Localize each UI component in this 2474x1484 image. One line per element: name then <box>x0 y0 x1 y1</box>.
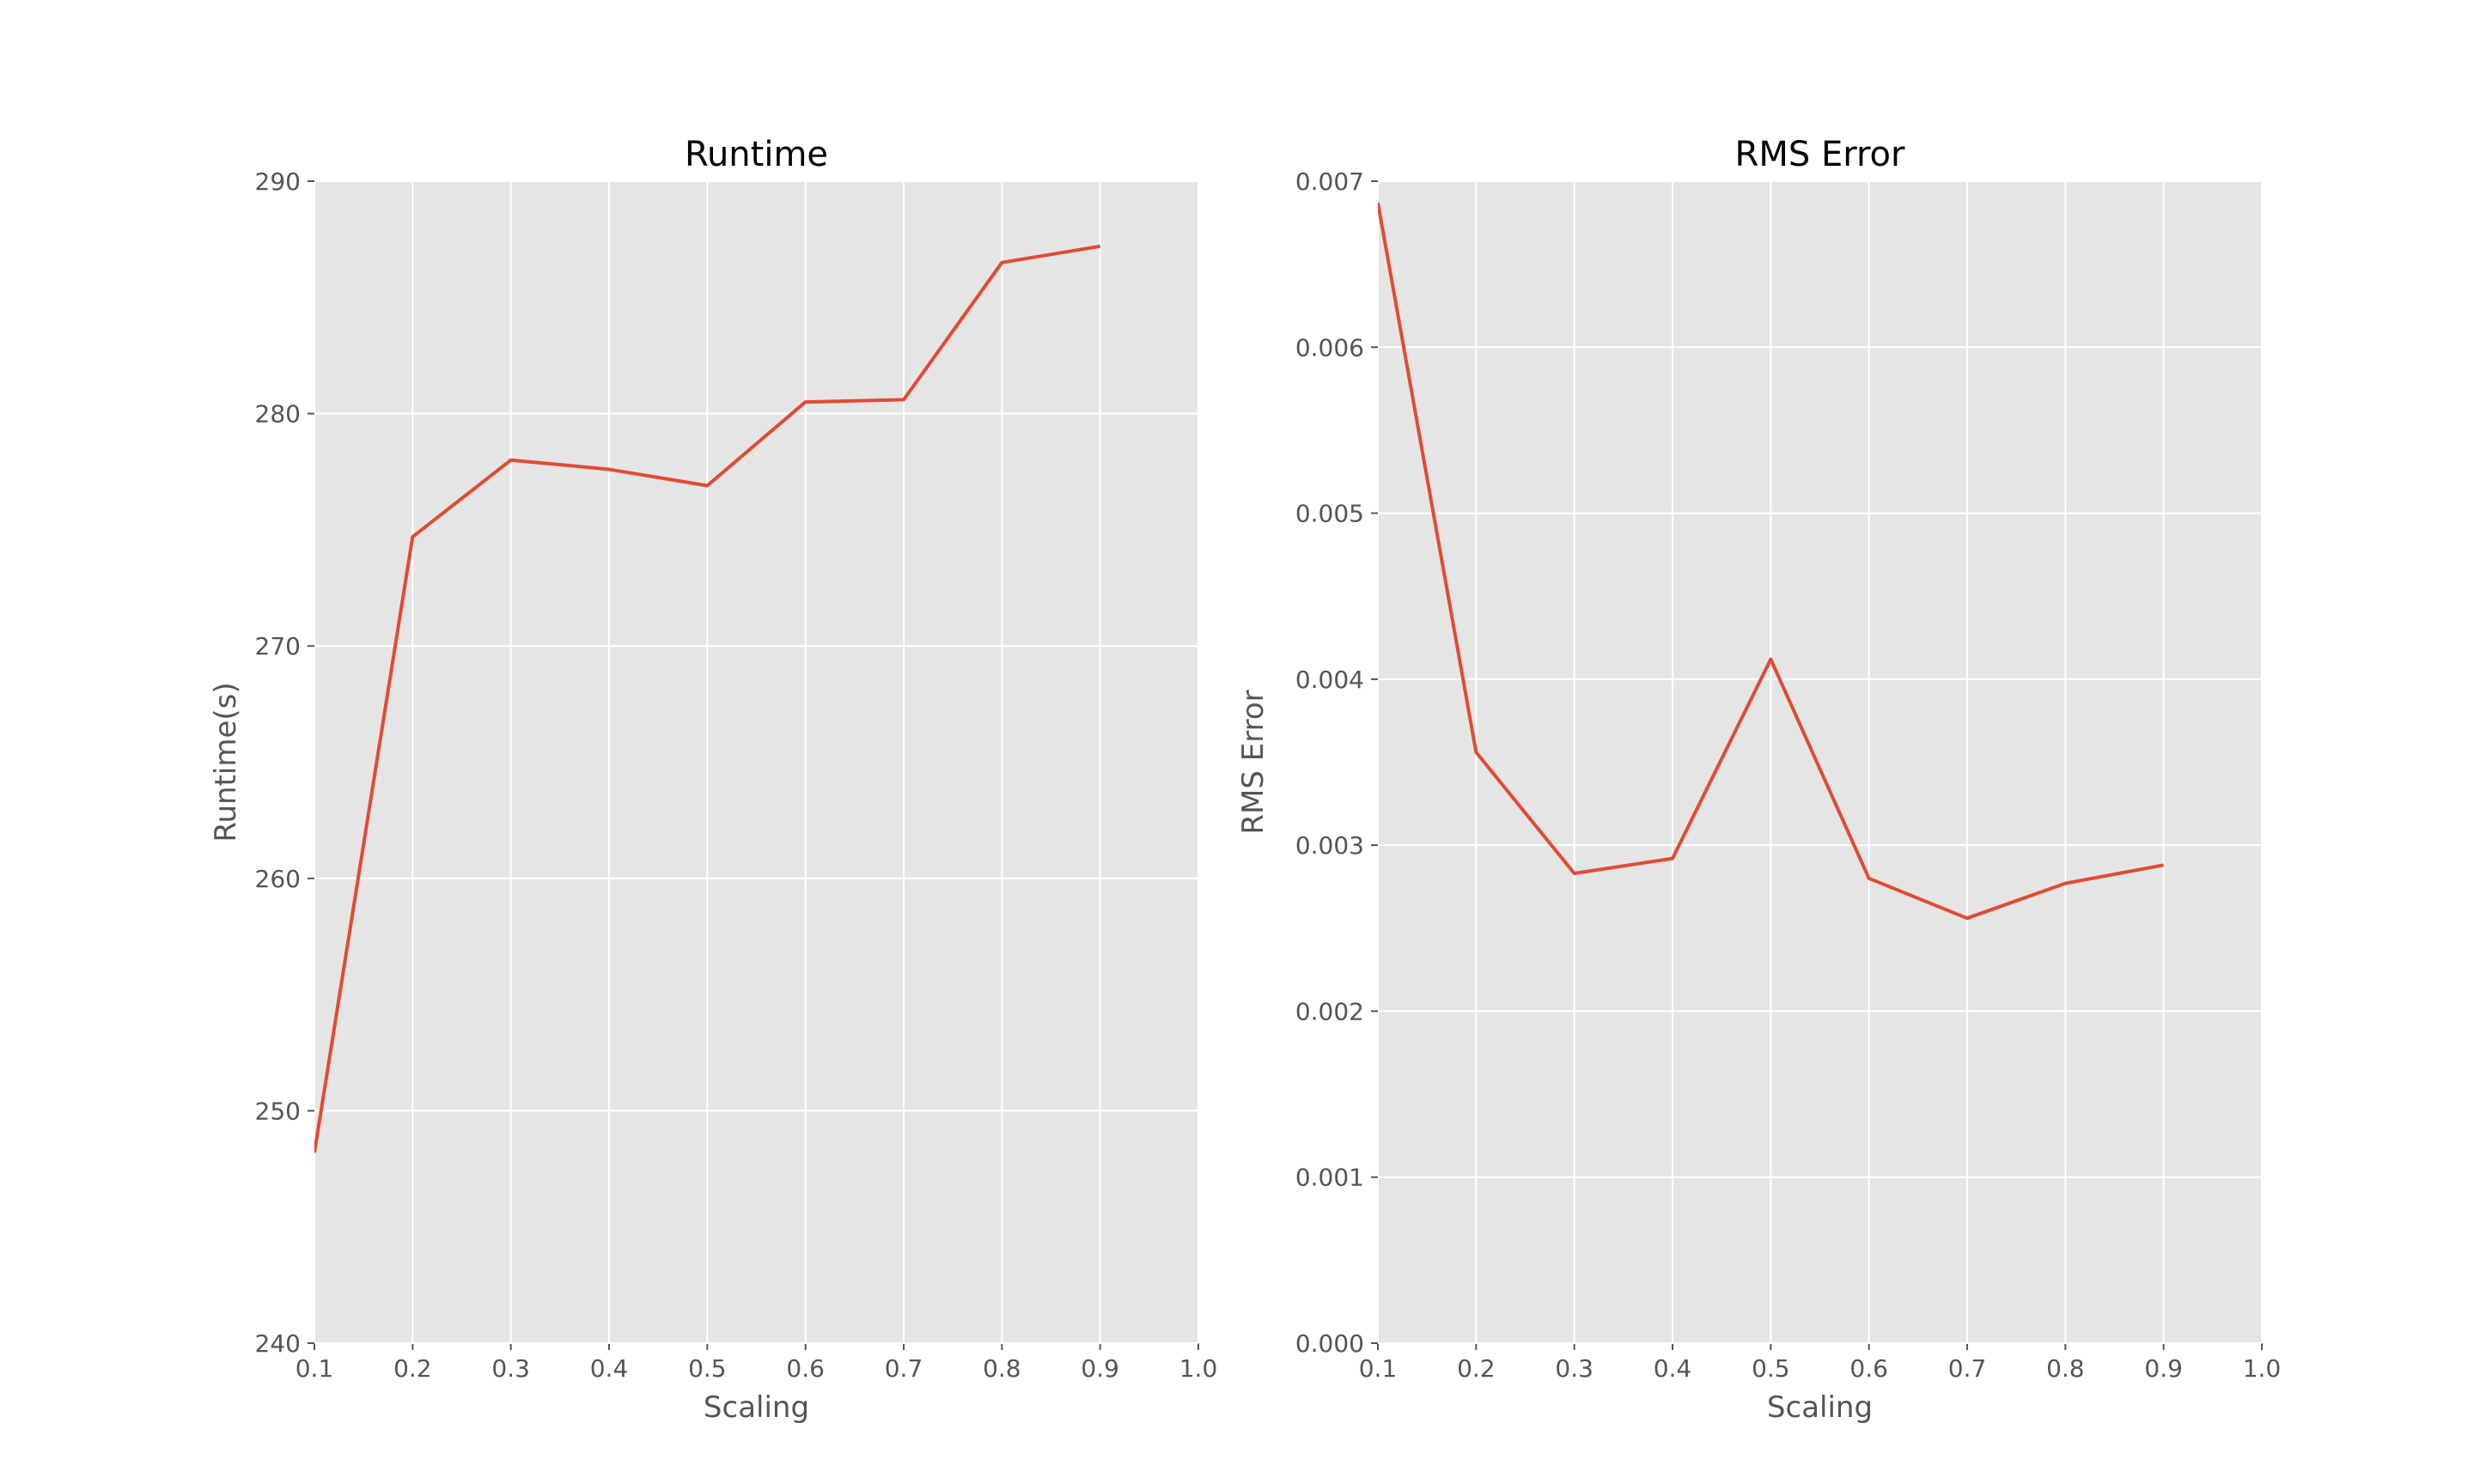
x-tick-label: 0.3 <box>1555 1354 1593 1383</box>
x-tick-label: 0.5 <box>688 1354 727 1383</box>
y-axis-label: Runtime(s) <box>209 682 243 842</box>
x-tick-label: 0.9 <box>2144 1354 2183 1383</box>
y-tick-label: 0.006 <box>1295 333 1364 362</box>
x-tick-label: 0.1 <box>296 1354 334 1383</box>
y-tick-label: 270 <box>255 632 301 660</box>
x-tick-label: 0.6 <box>1849 1354 1888 1383</box>
x-tick-label: 0.7 <box>1948 1354 1987 1383</box>
x-tick-label: 0.4 <box>1654 1354 1692 1383</box>
runtime-chart: 0.1 0.2 0.3 0.4 0.5 0.6 0.7 0.8 0.9 1.0 240 250 260 2… <box>209 135 1217 1425</box>
y-tick-label: 250 <box>255 1097 301 1125</box>
y-tick-label: 0.002 <box>1295 997 1364 1025</box>
x-tick-label: 0.9 <box>1081 1354 1119 1383</box>
runtime-series-line <box>314 244 1100 1153</box>
y-tick-label: 260 <box>255 865 301 893</box>
y-tick-label: 0.003 <box>1295 831 1364 860</box>
x-tick-label: 0.5 <box>1752 1354 1790 1383</box>
rms-error-plot-area <box>1378 181 2262 1343</box>
x-axis-label: Scaling <box>1767 1390 1873 1425</box>
runtime-plot-area <box>314 181 1198 1343</box>
rms-error-chart: 0.1 0.2 0.3 0.4 0.5 0.6 0.7 0.8 0.9 1.0 0.000 0.001… <box>1236 135 2281 1425</box>
x-tick-label: 0.2 <box>1457 1354 1496 1383</box>
x-tick-label: 0.4 <box>590 1354 629 1383</box>
x-tick-label: 0.3 <box>491 1354 530 1383</box>
y-tick-label: 0.007 <box>1295 167 1364 196</box>
x-tick-label: 1.0 <box>2243 1354 2282 1383</box>
chart-title: RMS Error <box>1735 135 1905 174</box>
x-tick-label: 0.6 <box>786 1354 825 1383</box>
x-tick-label: 0.8 <box>2046 1354 2085 1383</box>
x-tick-label: 0.8 <box>983 1354 1021 1383</box>
x-axis-label: Scaling <box>704 1390 809 1425</box>
y-tick-label: 280 <box>255 400 301 429</box>
y-tick-label: 0.004 <box>1295 666 1364 694</box>
y-axis-label: RMS Error <box>1236 690 1271 834</box>
chart-title: Runtime <box>685 135 828 174</box>
x-tick-label: 0.1 <box>1359 1354 1398 1383</box>
x-tick-label: 1.0 <box>1179 1354 1218 1383</box>
x-tick-label: 0.7 <box>885 1354 923 1383</box>
y-tick-label: 240 <box>255 1329 301 1358</box>
rms-error-series-line <box>1378 202 2165 921</box>
y-tick-label: 0.005 <box>1295 500 1364 528</box>
x-tick-label: 0.2 <box>393 1354 432 1383</box>
y-tick-label: 0.001 <box>1295 1164 1364 1192</box>
y-tick-label: 0.000 <box>1295 1329 1364 1358</box>
y-tick-label: 290 <box>255 167 301 196</box>
